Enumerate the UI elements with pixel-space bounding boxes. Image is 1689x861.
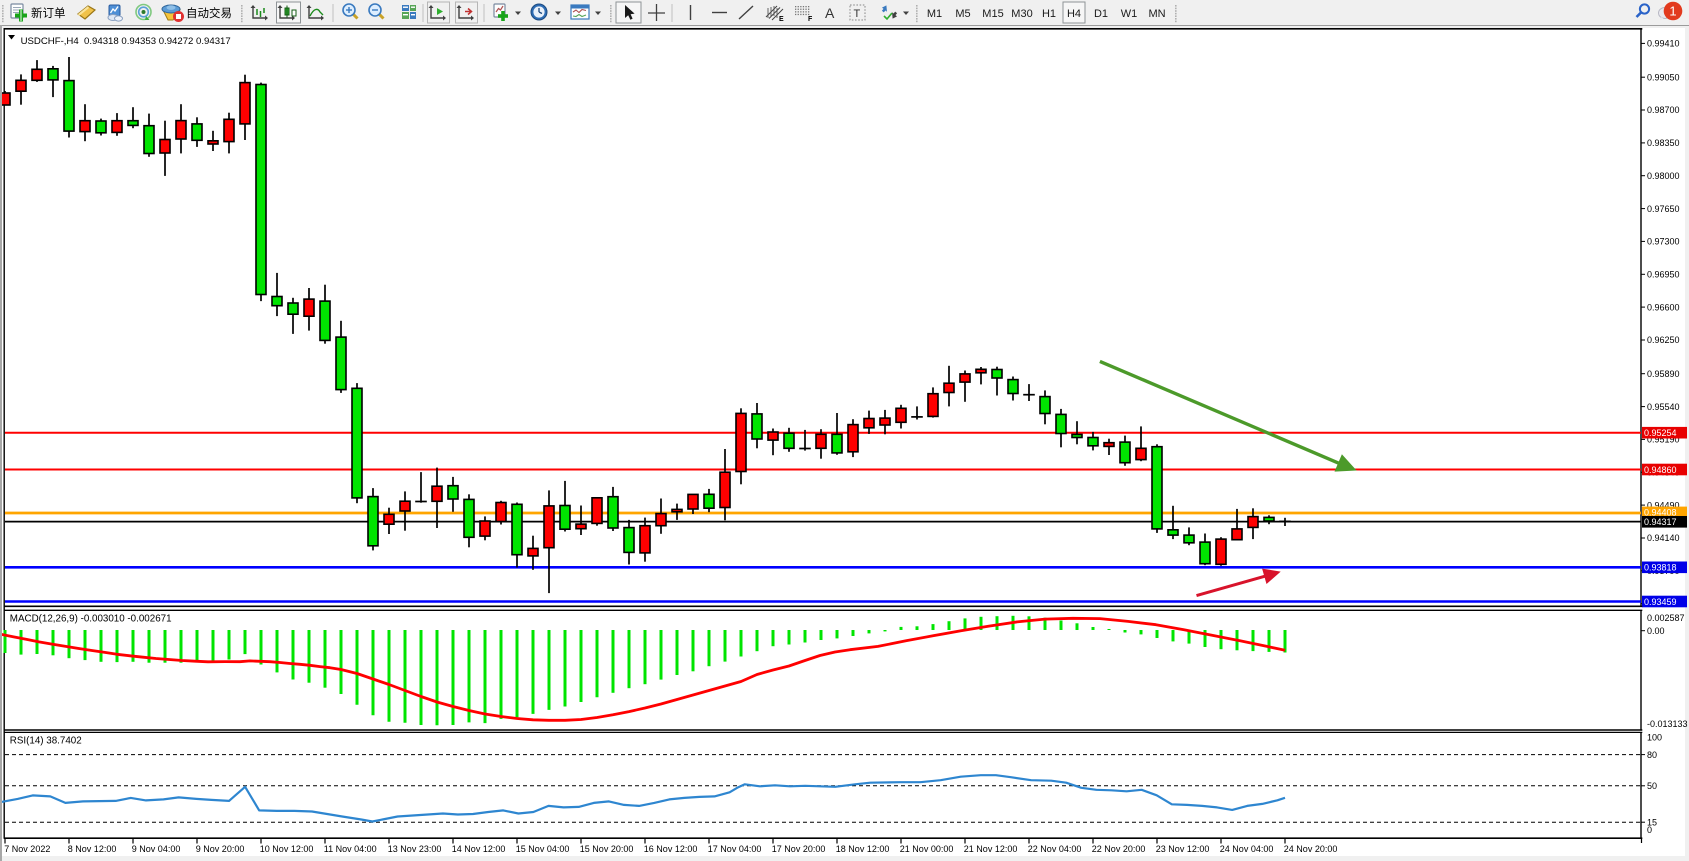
svg-text:15 Nov 20:00: 15 Nov 20:00 bbox=[580, 844, 634, 854]
svg-text:MN: MN bbox=[1148, 8, 1165, 20]
svg-text:8 Nov 12:00: 8 Nov 12:00 bbox=[68, 844, 117, 854]
svg-text:0.94140: 0.94140 bbox=[1647, 533, 1680, 543]
svg-text:MACD(12,26,9) -0.003010 -0.002: MACD(12,26,9) -0.003010 -0.002671 bbox=[10, 613, 172, 624]
svg-text:17 Nov 20:00: 17 Nov 20:00 bbox=[772, 844, 826, 854]
svg-text:21 Nov 00:00: 21 Nov 00:00 bbox=[900, 844, 954, 854]
svg-text:F: F bbox=[808, 16, 813, 23]
svg-text:22 Nov 20:00: 22 Nov 20:00 bbox=[1092, 844, 1146, 854]
svg-text:M30: M30 bbox=[1011, 8, 1032, 20]
svg-text:0.97300: 0.97300 bbox=[1647, 237, 1680, 247]
svg-text:0.99050: 0.99050 bbox=[1647, 72, 1680, 82]
svg-text:0.93818: 0.93818 bbox=[1644, 563, 1677, 573]
svg-text:0.002587: 0.002587 bbox=[1647, 613, 1685, 623]
svg-text:新订单: 新订单 bbox=[31, 6, 66, 20]
svg-text:15: 15 bbox=[1647, 817, 1657, 827]
svg-text:23 Nov 12:00: 23 Nov 12:00 bbox=[1156, 844, 1210, 854]
svg-text:H1: H1 bbox=[1042, 8, 1056, 20]
svg-text:0.95890: 0.95890 bbox=[1647, 369, 1680, 379]
svg-text:11 Nov 04:00: 11 Nov 04:00 bbox=[324, 844, 377, 854]
svg-text:-0.013133: -0.013133 bbox=[1647, 719, 1688, 729]
svg-text:10 Nov 12:00: 10 Nov 12:00 bbox=[260, 844, 314, 854]
svg-text:T: T bbox=[854, 8, 861, 20]
svg-text:16 Nov 12:00: 16 Nov 12:00 bbox=[644, 844, 698, 854]
svg-text:24 Nov 04:00: 24 Nov 04:00 bbox=[1220, 844, 1274, 854]
svg-text:22 Nov 04:00: 22 Nov 04:00 bbox=[1028, 844, 1082, 854]
svg-text:0.94860: 0.94860 bbox=[1644, 465, 1677, 475]
svg-text:0.98350: 0.98350 bbox=[1647, 138, 1680, 148]
svg-text:0: 0 bbox=[1647, 825, 1652, 835]
svg-text:0.93459: 0.93459 bbox=[1644, 597, 1677, 607]
svg-text:0.99410: 0.99410 bbox=[1647, 39, 1680, 49]
svg-text:9 Nov 20:00: 9 Nov 20:00 bbox=[196, 844, 245, 854]
svg-text:80: 80 bbox=[1647, 750, 1657, 760]
svg-text:0.94490: 0.94490 bbox=[1647, 500, 1680, 510]
svg-text:M5: M5 bbox=[955, 8, 970, 20]
svg-text:0.00: 0.00 bbox=[1647, 626, 1665, 636]
svg-text:18 Nov 12:00: 18 Nov 12:00 bbox=[836, 844, 890, 854]
svg-text:1: 1 bbox=[1669, 4, 1676, 19]
svg-text:7 Nov 2022: 7 Nov 2022 bbox=[4, 844, 50, 854]
svg-text:100: 100 bbox=[1647, 733, 1662, 743]
svg-text:0.97650: 0.97650 bbox=[1647, 204, 1680, 214]
svg-text:15 Nov 04:00: 15 Nov 04:00 bbox=[516, 844, 570, 854]
svg-text:14 Nov 12:00: 14 Nov 12:00 bbox=[452, 844, 506, 854]
svg-text:自动交易: 自动交易 bbox=[186, 6, 232, 20]
svg-text:0.95254: 0.95254 bbox=[1644, 428, 1677, 438]
svg-text:13 Nov 23:00: 13 Nov 23:00 bbox=[388, 844, 442, 854]
svg-text:24 Nov 20:00: 24 Nov 20:00 bbox=[1284, 844, 1338, 854]
svg-text:M1: M1 bbox=[927, 8, 942, 20]
svg-text:E: E bbox=[779, 16, 784, 23]
svg-text:RSI(14) 38.7402: RSI(14) 38.7402 bbox=[10, 735, 82, 746]
svg-text:USDCHF-,H4 0.94318 0.94353 0.: USDCHF-,H4 0.94318 0.94353 0.94272 0.943… bbox=[21, 36, 231, 47]
svg-text:9 Nov 04:00: 9 Nov 04:00 bbox=[132, 844, 181, 854]
svg-text:0.98000: 0.98000 bbox=[1647, 171, 1680, 181]
svg-text:50: 50 bbox=[1647, 781, 1657, 791]
svg-text:H4: H4 bbox=[1067, 8, 1081, 20]
svg-text:M15: M15 bbox=[982, 8, 1003, 20]
svg-text:0.94317: 0.94317 bbox=[1644, 517, 1677, 527]
svg-text:0.95540: 0.95540 bbox=[1647, 402, 1680, 412]
svg-text:0.96600: 0.96600 bbox=[1647, 302, 1680, 312]
svg-text:D1: D1 bbox=[1094, 8, 1108, 20]
svg-text:0.94408: 0.94408 bbox=[1644, 508, 1677, 518]
svg-text:17 Nov 04:00: 17 Nov 04:00 bbox=[708, 844, 762, 854]
svg-text:21 Nov 12:00: 21 Nov 12:00 bbox=[964, 844, 1018, 854]
svg-text:0.96950: 0.96950 bbox=[1647, 270, 1680, 280]
svg-text:W1: W1 bbox=[1121, 8, 1138, 20]
svg-text:0.96250: 0.96250 bbox=[1647, 335, 1680, 345]
svg-text:0.95190: 0.95190 bbox=[1647, 435, 1680, 445]
svg-text:0.98700: 0.98700 bbox=[1647, 105, 1680, 115]
svg-text:A: A bbox=[825, 5, 835, 21]
